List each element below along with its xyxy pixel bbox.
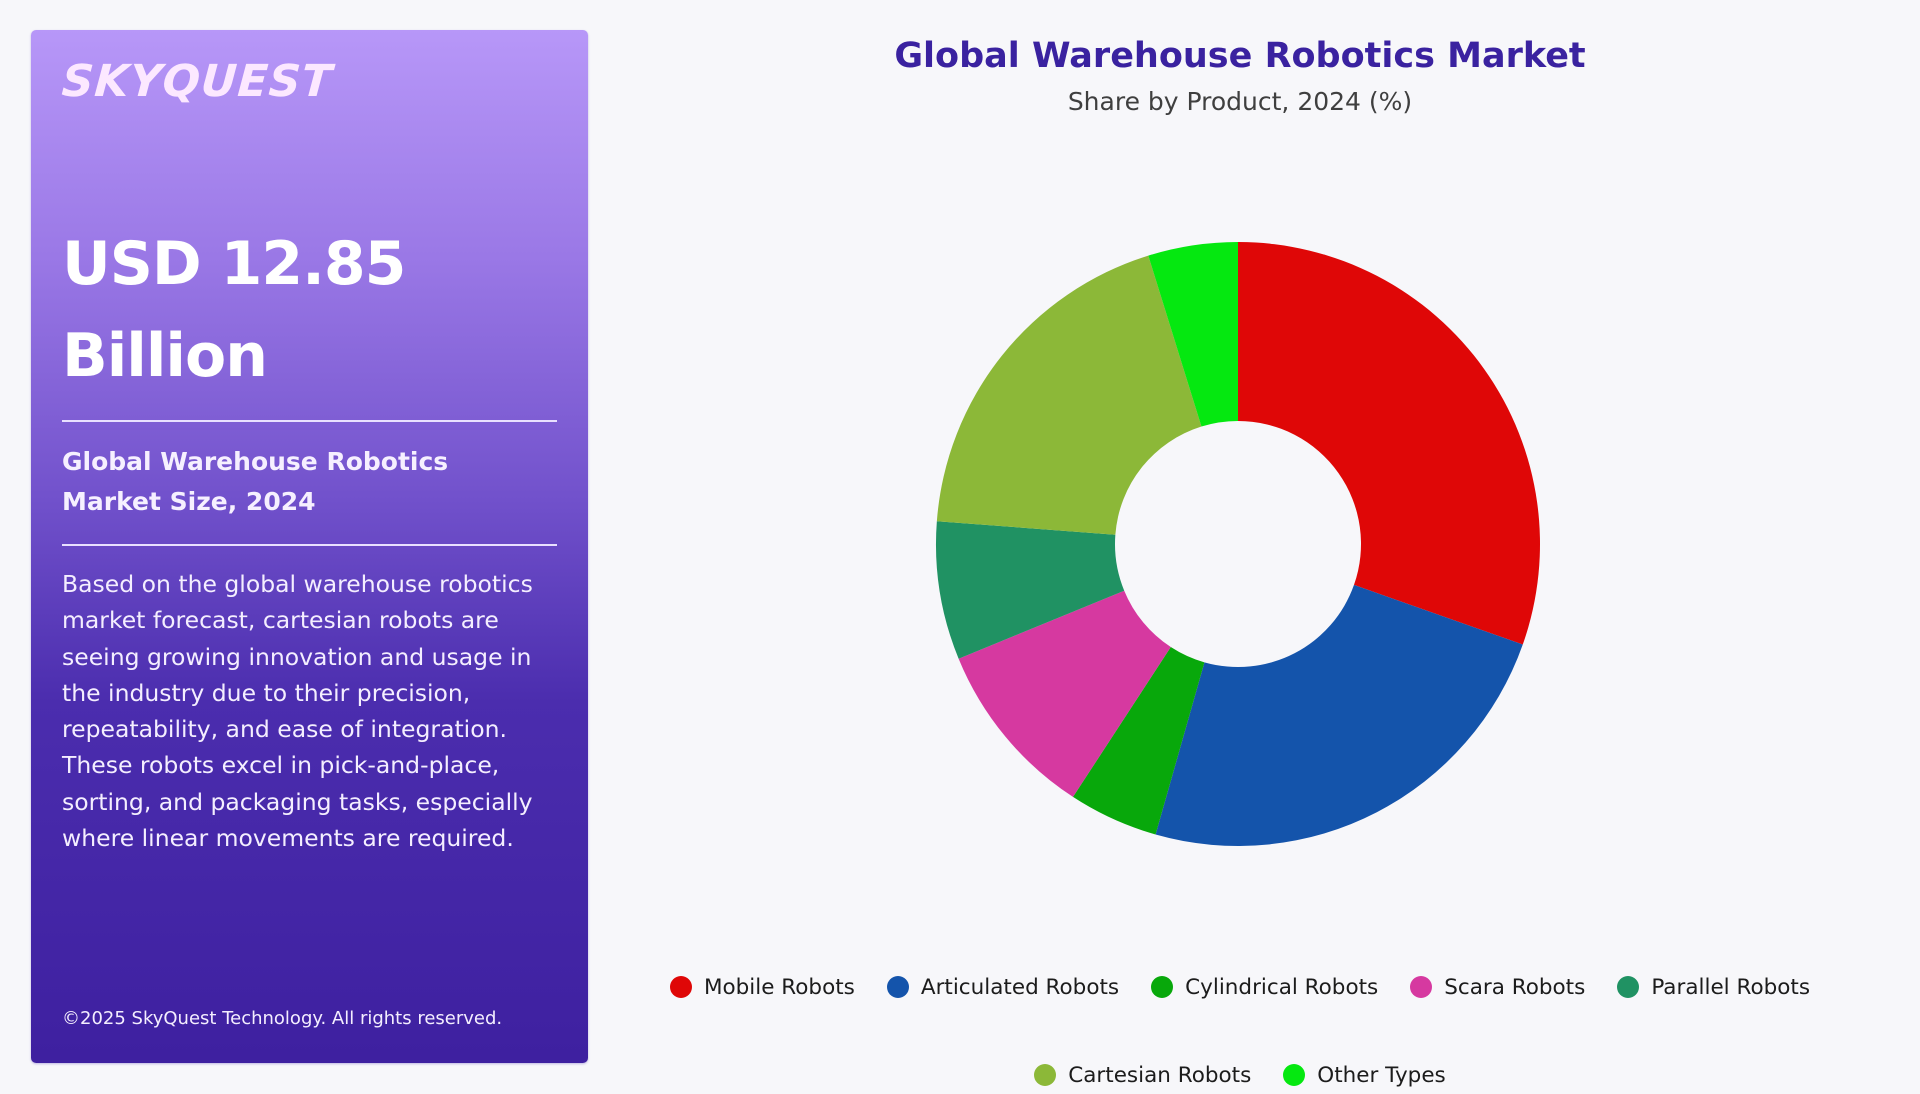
donut-slice-scara-robots[interactable] (958, 590, 1171, 797)
legend-label: Cartesian Robots (1068, 1062, 1252, 1088)
legend-dot-icon (1283, 1064, 1306, 1086)
donut-slice-other-types[interactable] (1148, 242, 1238, 427)
divider-bottom (62, 544, 557, 546)
legend-label: Articulated Robots (920, 974, 1120, 1000)
legend-item-scara-robots[interactable]: Scara Robots (1410, 968, 1585, 1006)
legend-dot-icon (886, 976, 909, 998)
legend-label: Cylindrical Robots (1185, 974, 1379, 1000)
legend-label: Parallel Robots (1651, 974, 1811, 1000)
copyright-footer: ©2025 SkyQuest Technology. All rights re… (62, 1008, 503, 1029)
legend-dot-icon (1151, 976, 1174, 998)
legend-dot-icon (669, 976, 692, 998)
market-size-heading-line1: Global Warehouse Robotics (62, 447, 449, 476)
chart-subtitle: Share by Product, 2024 (%) (1067, 87, 1413, 116)
legend-label: Scara Robots (1444, 974, 1586, 1000)
legend-dot-icon (1617, 976, 1640, 998)
legend-item-cylindrical-robots[interactable]: Cylindrical Robots (1151, 968, 1378, 1006)
legend-dot-icon (1410, 976, 1433, 998)
market-size-value: USD 12.85 Billion (62, 218, 406, 402)
legend-label: Mobile Robots (703, 974, 855, 1000)
market-size-value-line1: USD 12.85 (62, 229, 406, 299)
donut-slice-parallel-robots[interactable] (936, 521, 1125, 659)
market-size-heading-line2: Market Size, 2024 (62, 487, 316, 516)
summary-panel: SKYQUEST USD 12.85 Billion Global Wareho… (31, 30, 588, 1063)
market-size-value-line2: Billion (62, 321, 268, 391)
market-description: Based on the global warehouse robotics m… (62, 570, 533, 853)
legend-item-parallel-robots[interactable]: Parallel Robots (1617, 968, 1810, 1006)
legend-item-mobile-robots[interactable]: Mobile Robots (669, 968, 855, 1006)
donut-slice-mobile-robots[interactable] (1238, 242, 1540, 645)
divider-top (62, 420, 557, 422)
legend-item-other-types[interactable]: Other Types (1283, 1056, 1446, 1094)
chart-legend: Mobile Robots Articulated Robots Cylindric… (640, 968, 1840, 1094)
legend-label: Other Types (1317, 1062, 1446, 1088)
donut-slice-cylindrical-robots[interactable] (1072, 647, 1205, 835)
donut-slice-cartesian-robots[interactable] (936, 255, 1202, 535)
legend-item-articulated-robots[interactable]: Articulated Robots (886, 968, 1120, 1006)
donut-slice-articulated-robots[interactable] (1155, 584, 1523, 846)
chart-title: Global Warehouse Robotics Market (894, 36, 1586, 76)
legend-item-cartesian-robots[interactable]: Cartesian Robots (1034, 1056, 1251, 1094)
market-size-heading: Global Warehouse Robotics Market Size, 2… (62, 442, 542, 522)
legend-dot-icon (1034, 1064, 1057, 1086)
